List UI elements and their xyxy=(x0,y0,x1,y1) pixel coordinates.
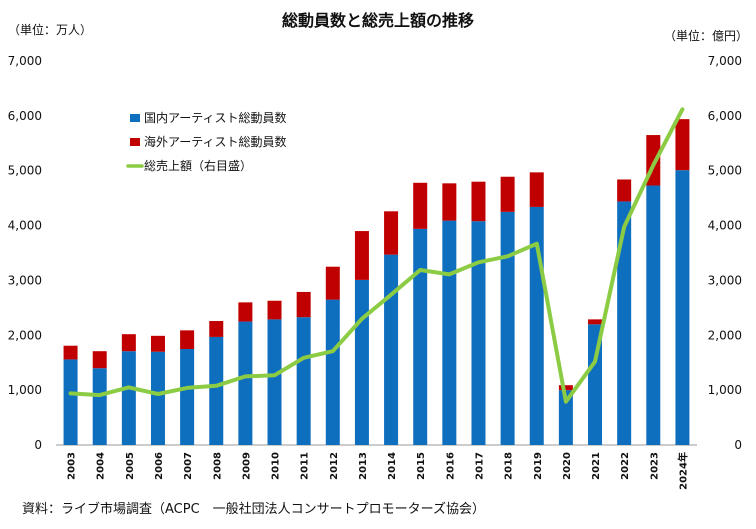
bar-domestic xyxy=(646,185,661,446)
bar-domestic xyxy=(92,368,107,445)
bar-overseas xyxy=(296,291,311,318)
bar-overseas xyxy=(121,334,136,352)
bar-overseas xyxy=(588,319,603,325)
x-tick-label: 2007 xyxy=(183,452,194,480)
left-tick-label: 5,000 xyxy=(8,164,42,178)
source-note: 資料：ライブ市場調査（ACPC 一般社団法人コンサートプロモーターズ協会） xyxy=(22,502,486,517)
legend-label-sales: 総売上額（右目盛） xyxy=(144,158,252,173)
right-tick-label: 4,000 xyxy=(708,219,742,233)
bar-domestic xyxy=(150,351,165,445)
bar-domestic xyxy=(267,319,282,445)
chart-title: 総動員数と総売上額の推移 xyxy=(282,11,474,30)
bar-domestic xyxy=(296,317,311,445)
bar-overseas xyxy=(63,345,78,360)
bar-domestic xyxy=(617,201,632,445)
x-tick-label: 2018 xyxy=(504,452,515,480)
x-tick-label: 2024年 xyxy=(676,452,689,490)
x-tick-label: 2006 xyxy=(154,452,165,480)
bar-overseas xyxy=(180,330,195,349)
x-tick-label: 2013 xyxy=(358,452,369,480)
left-tick-label: 4,000 xyxy=(8,219,42,233)
bar-domestic xyxy=(121,351,136,445)
right-tick-label: 7,000 xyxy=(708,54,742,68)
left-axis-unit: （単位：万人） xyxy=(8,22,92,37)
bar-domestic xyxy=(442,220,457,445)
right-tick-label: 1,000 xyxy=(708,383,742,397)
x-tick-label: 2011 xyxy=(300,452,311,480)
bar-overseas xyxy=(267,300,282,320)
bar-overseas xyxy=(354,231,369,280)
left-tick-label: 6,000 xyxy=(8,109,42,123)
bar-overseas xyxy=(92,351,107,369)
x-tick-label: 2008 xyxy=(212,452,223,480)
bar-domestic xyxy=(558,390,573,445)
x-tick-label: 2021 xyxy=(591,452,602,480)
legend-label-domestic: 国内アーティスト総動員数 xyxy=(144,110,287,125)
bar-domestic xyxy=(384,254,399,445)
bar-overseas xyxy=(529,172,544,207)
bar-series xyxy=(63,119,690,446)
x-tick-label: 2009 xyxy=(241,452,252,480)
left-tick-label: 2,000 xyxy=(8,328,42,342)
right-axis-unit: （単位：億円） xyxy=(664,28,748,43)
right-axis: 0 1,000 2,000 3,000 4,000 5,000 6,000 7,000 xyxy=(708,54,742,452)
x-tick-label: 2005 xyxy=(125,452,136,480)
x-tick-label: 2010 xyxy=(271,452,282,480)
bar-domestic xyxy=(325,299,340,445)
bar-overseas xyxy=(238,302,253,322)
legend-swatch-domestic xyxy=(130,114,140,122)
right-tick-label: 2,000 xyxy=(708,328,742,342)
bar-domestic xyxy=(413,228,428,445)
legend-label-overseas: 海外アーティスト総動員数 xyxy=(144,134,287,149)
bar-domestic xyxy=(675,170,690,445)
bar-overseas xyxy=(558,385,573,391)
bar-domestic xyxy=(500,211,515,445)
line-series xyxy=(68,107,685,404)
bar-domestic xyxy=(471,221,486,445)
bar-overseas xyxy=(442,183,457,221)
bar-domestic xyxy=(354,279,369,445)
left-axis: 0 1,000 2,000 3,000 4,000 5,000 6,000 7,000 xyxy=(8,54,42,452)
bar-overseas xyxy=(325,266,340,300)
bar-overseas xyxy=(384,211,399,255)
right-tick-label: 5,000 xyxy=(708,164,742,178)
legend-swatch-overseas xyxy=(130,138,140,146)
bar-overseas xyxy=(471,181,486,222)
x-tick-label: 2017 xyxy=(474,452,485,480)
x-tick-label: 2019 xyxy=(533,452,544,480)
x-tick-label: 2016 xyxy=(445,452,456,480)
legend: 国内アーティスト総動員数 海外アーティスト総動員数 総売上額（右目盛） xyxy=(126,110,287,173)
right-tick-label: 0 xyxy=(734,438,742,452)
bar-domestic xyxy=(63,359,78,445)
x-tick-label: 2020 xyxy=(562,452,573,480)
bar-domestic xyxy=(209,336,224,445)
left-tick-label: 3,000 xyxy=(8,273,42,287)
right-tick-label: 6,000 xyxy=(708,109,742,123)
bar-domestic xyxy=(238,321,253,445)
bar-overseas xyxy=(500,176,515,212)
bar-overseas xyxy=(209,321,224,337)
left-tick-label: 1,000 xyxy=(8,383,42,397)
x-tick-label: 2012 xyxy=(329,452,340,480)
bar-overseas xyxy=(413,182,428,229)
x-tick-label: 2014 xyxy=(387,452,398,480)
bar-domestic xyxy=(180,349,195,445)
bar-overseas xyxy=(150,335,165,352)
bar-overseas xyxy=(617,179,632,202)
sales-line xyxy=(68,107,685,404)
left-tick-label: 0 xyxy=(34,438,42,452)
right-tick-label: 3,000 xyxy=(708,273,742,287)
x-tick-label: 2003 xyxy=(67,452,78,480)
x-tick-label: 2022 xyxy=(620,452,631,480)
left-tick-label: 7,000 xyxy=(8,54,42,68)
x-axis-labels: 2003 2004 2005 2006 2007 2008 2009 2010 2011 2012… xyxy=(67,452,690,490)
x-tick-label: 2015 xyxy=(416,452,427,480)
bar-overseas xyxy=(675,119,690,171)
x-tick-label: 2004 xyxy=(96,452,107,480)
x-tick-label: 2023 xyxy=(649,452,660,480)
